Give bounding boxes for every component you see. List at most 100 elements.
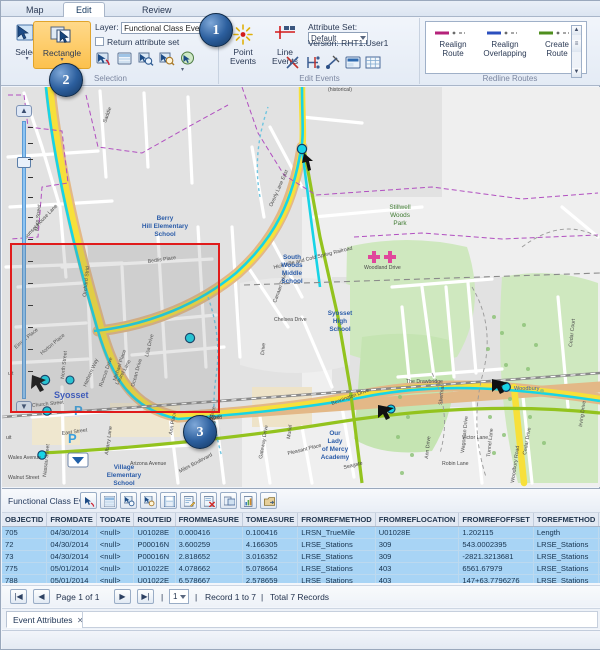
merge-event-icon[interactable] (304, 54, 322, 71)
col-tomeasure[interactable]: TOMEASURE (242, 513, 299, 527)
cell[interactable]: 1.202115 (458, 526, 534, 539)
point-events-button[interactable]: Point Events (222, 21, 264, 69)
cell[interactable]: 3.600259 (175, 538, 243, 551)
cell[interactable]: LRSE_Stations (297, 562, 376, 575)
zoom-slider-track[interactable] (22, 121, 26, 399)
cell[interactable]: U01028E (375, 526, 460, 539)
rectangle-dropdown-caret-icon[interactable]: ▾ (60, 57, 64, 63)
cell[interactable]: LRSE_Stations (533, 562, 600, 575)
last-page-button[interactable]: ▶| (137, 589, 154, 604)
cell[interactable]: LRSE_Stations (297, 574, 376, 583)
line-events-button[interactable]: Line Events (264, 21, 306, 69)
cell[interactable]: 309 (375, 538, 460, 551)
scroll-thumb[interactable]: ≡ (572, 40, 581, 52)
cell[interactable]: 775 (2, 562, 48, 575)
tab-event-attributes[interactable]: Event Attributes ✕ (6, 611, 88, 628)
zoom-slider-thumb[interactable] (17, 157, 31, 168)
cell[interactable]: 72 (2, 538, 48, 551)
cell[interactable]: 403 (375, 574, 460, 583)
attribute-set-combobox[interactable]: Default (308, 32, 368, 44)
tab-map[interactable]: Map (26, 5, 44, 15)
col-fromrefmethod[interactable]: FROMREFMETHOD (297, 513, 376, 527)
cell[interactable]: 4.078662 (175, 562, 243, 575)
col-toreflocation[interactable]: TOREFLOCATION (598, 513, 600, 527)
scroll-up-icon[interactable]: ▲ (572, 26, 581, 35)
cell[interactable]: 403 (598, 574, 600, 583)
cell[interactable]: -2821.3213681 (458, 550, 534, 563)
cell[interactable]: 4.166305 (242, 538, 299, 551)
scroll-down-icon[interactable]: ▼ (572, 68, 581, 77)
col-frommeasure[interactable]: FROMMEASURE (175, 513, 243, 527)
layer-combobox[interactable]: Functional Class Event (121, 22, 210, 34)
cell[interactable]: 73 (2, 550, 48, 563)
zoom-to-selection-icon[interactable] (137, 50, 154, 67)
cell[interactable]: 147+63.7796276 (458, 574, 534, 583)
redline-routes-scrollbar[interactable]: ▲ ≡ ▼ (571, 25, 582, 78)
cell[interactable]: 543.0002395 (458, 538, 534, 551)
attribute-grid[interactable]: OBJECTID FROMDATE TODATE ROUTEID FROMMEA… (2, 513, 600, 583)
cell[interactable]: 04/30/2014 (46, 550, 97, 563)
save-edits-icon[interactable] (160, 492, 177, 509)
cell[interactable]: LRSE_Stations (533, 550, 600, 563)
cell[interactable]: 6.578667 (175, 574, 243, 583)
cell[interactable]: <null> (96, 526, 135, 539)
tab-edit[interactable]: Edit (63, 2, 105, 17)
cell[interactable]: Length (533, 526, 600, 539)
cell[interactable]: LRSE_Stations (297, 550, 376, 563)
cell[interactable]: 05/01/2014 (46, 562, 97, 575)
col-fromreflocation[interactable]: FROMREFLOCATION (375, 513, 460, 527)
col-objectid[interactable]: OBJECTID (2, 513, 48, 527)
split-event-icon[interactable] (284, 54, 302, 71)
zoom-in-button[interactable]: ▲ (16, 105, 32, 117)
cell[interactable]: <null> (96, 538, 135, 551)
cell[interactable]: U01028E (598, 526, 600, 539)
cell[interactable]: LRSE_Stations (533, 574, 600, 583)
cell[interactable]: 05/01/2014 (46, 574, 97, 583)
cell[interactable]: P00016N (133, 550, 176, 563)
cell[interactable]: 309 (598, 538, 600, 551)
cell[interactable]: 309 (598, 550, 600, 563)
cell[interactable]: <null> (96, 562, 135, 575)
col-todate[interactable]: TODATE (96, 513, 135, 527)
event-table-icon[interactable] (364, 54, 382, 71)
clear-selection-icon[interactable] (95, 50, 112, 67)
selection-table-icon[interactable] (116, 50, 133, 67)
selection-rectangle[interactable] (10, 243, 220, 413)
col-torefmethod[interactable]: TOREFMETHOD (533, 513, 600, 527)
select-by-attribute-icon[interactable] (158, 50, 175, 67)
realign-overlapping-button[interactable]: Realign Overlapping (480, 26, 530, 58)
prev-page-button[interactable]: ◀ (33, 589, 50, 604)
table-row[interactable]: 788 05/01/2014 <null> U01022E 6.578667 2… (2, 574, 600, 583)
tab-review[interactable]: Review (142, 5, 172, 15)
cell[interactable]: 04/30/2014 (46, 526, 97, 539)
retire-event-icon[interactable] (324, 54, 342, 71)
cell[interactable]: 2.578659 (242, 574, 299, 583)
col-fromdate[interactable]: FROMDATE (46, 513, 97, 527)
cell[interactable]: 2.818652 (175, 550, 243, 563)
table-row[interactable]: 72 04/30/2014 <null> P00016N 3.600259 4.… (2, 538, 600, 551)
table-row[interactable]: 705 04/30/2014 <null> U01028E 0.000416 0… (2, 526, 600, 539)
cell[interactable]: 0.100416 (242, 526, 299, 539)
event-attributes-icon[interactable] (344, 54, 362, 71)
table-row[interactable]: 73 04/30/2014 <null> P00016N 2.818652 3.… (2, 550, 600, 563)
statistics-icon[interactable] (240, 492, 257, 509)
cell[interactable]: 788 (2, 574, 48, 583)
cell[interactable]: P00016N (133, 538, 176, 551)
clear-selection-icon[interactable] (80, 492, 97, 509)
cell[interactable]: <null> (96, 550, 135, 563)
create-route-button[interactable]: Create Route (532, 26, 582, 58)
attachments-icon[interactable] (220, 492, 237, 509)
table-row[interactable]: 775 05/01/2014 <null> U01022E 4.078662 5… (2, 562, 600, 575)
select-dropdown-caret-icon[interactable]: ▾ (25, 56, 29, 62)
map-zoom-slider[interactable]: ▲ ▼ (16, 105, 33, 415)
cell[interactable]: 309 (375, 550, 460, 563)
first-page-button[interactable]: |◀ (10, 589, 27, 604)
cell[interactable]: LRSE_Stations (533, 538, 600, 551)
cell[interactable]: 3.016352 (242, 550, 299, 563)
export-icon[interactable] (260, 492, 277, 509)
cell[interactable]: 403 (598, 562, 600, 575)
cell[interactable]: 403 (375, 562, 460, 575)
col-routeid[interactable]: ROUTEID (133, 513, 176, 527)
pan-to-icon[interactable] (140, 492, 157, 509)
cell[interactable]: LRSE_Stations (297, 538, 376, 551)
